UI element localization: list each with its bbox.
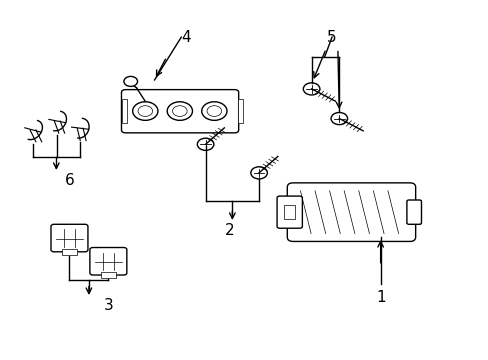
Text: 4: 4: [181, 30, 191, 45]
FancyBboxPatch shape: [406, 200, 421, 224]
Bar: [61, 249, 77, 255]
FancyBboxPatch shape: [277, 196, 302, 228]
Text: 5: 5: [326, 30, 336, 45]
Bar: [122, 99, 127, 123]
Text: 6: 6: [64, 172, 74, 188]
Bar: [284, 205, 294, 219]
FancyBboxPatch shape: [121, 90, 238, 133]
FancyBboxPatch shape: [51, 224, 88, 252]
Bar: [237, 99, 242, 123]
Text: 2: 2: [224, 222, 234, 238]
FancyBboxPatch shape: [90, 248, 126, 275]
FancyBboxPatch shape: [287, 183, 415, 242]
Text: 1: 1: [375, 291, 385, 305]
Text: 3: 3: [103, 297, 113, 312]
Bar: [101, 272, 116, 278]
